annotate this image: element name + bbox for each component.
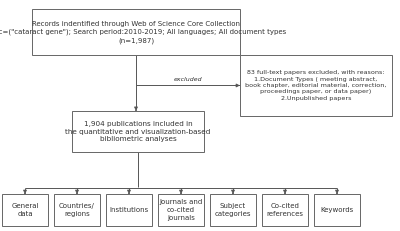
FancyBboxPatch shape [72, 111, 204, 152]
Text: Subject
categories: Subject categories [215, 203, 251, 217]
Text: Co-cited
references: Co-cited references [266, 203, 304, 217]
Text: excluded: excluded [174, 77, 202, 82]
FancyBboxPatch shape [2, 194, 48, 226]
Text: Records indentified through Web of Science Core Collection
Topic=("cataract gene: Records indentified through Web of Scien… [0, 21, 287, 44]
FancyBboxPatch shape [106, 194, 152, 226]
FancyBboxPatch shape [32, 9, 240, 55]
Text: Institutions: Institutions [109, 207, 149, 213]
FancyBboxPatch shape [262, 194, 308, 226]
Text: 1,904 publications included in
the quantitative and visualization-based
bibliome: 1,904 publications included in the quant… [65, 121, 211, 143]
FancyBboxPatch shape [240, 55, 392, 116]
FancyBboxPatch shape [54, 194, 100, 226]
FancyBboxPatch shape [210, 194, 256, 226]
Text: General
data: General data [11, 203, 39, 217]
Text: Countries/
regions: Countries/ regions [59, 203, 95, 217]
Text: 83 full-text papers excluded, with reasons:
1.Document Types ( meeting abstract,: 83 full-text papers excluded, with reaso… [245, 70, 387, 101]
Text: Keywords: Keywords [320, 207, 354, 213]
FancyBboxPatch shape [158, 194, 204, 226]
Text: Journals and
co-cited
journals: Journals and co-cited journals [159, 199, 203, 221]
FancyBboxPatch shape [314, 194, 360, 226]
